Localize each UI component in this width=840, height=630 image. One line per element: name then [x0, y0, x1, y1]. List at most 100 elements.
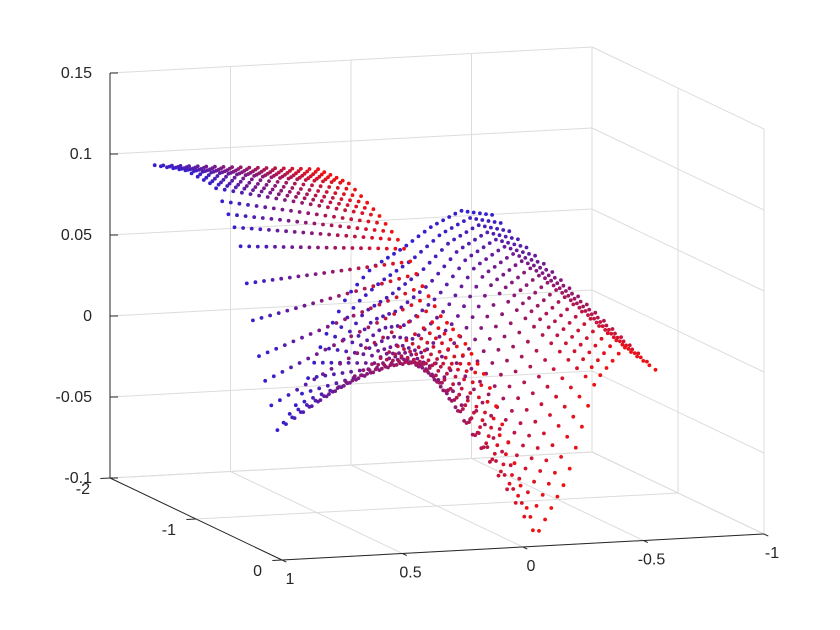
data-point: [519, 501, 524, 505]
data-point: [313, 272, 318, 276]
data-point: [226, 212, 231, 217]
data-point: [462, 219, 466, 224]
data-point: [248, 192, 253, 197]
data-point: [507, 384, 512, 389]
data-point: [614, 338, 619, 343]
data-point: [505, 487, 509, 492]
data-point: [436, 369, 441, 373]
data-point: [438, 290, 443, 295]
data-point: [491, 436, 496, 440]
data-point: [307, 245, 312, 250]
data-point: [361, 275, 366, 280]
data-point: [415, 356, 420, 361]
data-point: [403, 360, 408, 365]
data-point: [305, 192, 309, 197]
data-point: [549, 278, 553, 283]
data-point: [241, 176, 246, 181]
data-point: [566, 293, 571, 298]
data-point: [273, 244, 277, 249]
data-point: [440, 354, 444, 359]
data-point: [532, 479, 536, 484]
data-point: [420, 308, 425, 313]
data-point: [302, 303, 307, 308]
data-point: [605, 331, 610, 336]
data-point: [451, 382, 455, 387]
data-point: [372, 303, 377, 308]
data-point: [380, 281, 384, 286]
axis-layer: [100, 72, 769, 563]
data-point: [523, 466, 528, 471]
data-point: [357, 218, 362, 223]
data-point: [275, 180, 280, 184]
data-point: [289, 208, 293, 213]
data-point: [432, 304, 437, 309]
data-point: [316, 245, 320, 250]
data-point: [540, 333, 545, 337]
data-point: [483, 293, 487, 298]
data-point: [543, 358, 547, 362]
data-point: [359, 343, 363, 348]
data-point: [264, 183, 269, 187]
data-point: [413, 348, 417, 353]
z-tick-label: 0.05: [61, 227, 92, 244]
data-point: [386, 299, 390, 303]
data-point: [508, 246, 513, 251]
data-point: [510, 473, 514, 477]
data-point: [484, 441, 489, 446]
data-point: [311, 197, 316, 202]
data-point: [470, 315, 475, 319]
data-point: [479, 233, 483, 238]
data-point: [365, 265, 370, 270]
data-point: [350, 246, 355, 250]
data-point: [456, 367, 460, 372]
data-point: [548, 413, 552, 417]
data-point: [527, 296, 531, 300]
data-point: [593, 343, 598, 348]
data-point: [480, 418, 485, 423]
data-point: [251, 318, 255, 323]
data-point: [482, 224, 487, 229]
data-point: [247, 180, 252, 185]
data-point: [246, 203, 250, 207]
data-point: [397, 359, 401, 364]
x-tick-label: -0.5: [638, 552, 666, 569]
data-point: [210, 179, 215, 184]
data-point: [300, 201, 304, 205]
data-point: [577, 394, 582, 399]
data-point: [549, 506, 554, 510]
data-point: [535, 446, 540, 450]
tick-labels: -1 -0.5 0 0.5 1 -2 -1 0 -0.1 -0.05 0 0.05 0.1 0.15: [56, 65, 780, 588]
data-point: [519, 259, 524, 264]
data-point: [511, 344, 515, 349]
data-point: [561, 327, 566, 331]
data-point: [524, 245, 529, 250]
data-point: [425, 369, 430, 373]
data-point: [343, 298, 347, 303]
data-point: [538, 317, 542, 322]
data-point: [213, 164, 217, 169]
data-point: [367, 346, 372, 350]
data-point: [306, 376, 310, 380]
data-point: [568, 298, 573, 303]
data-point: [427, 366, 432, 370]
data-point: [325, 324, 330, 329]
data-point: [351, 306, 356, 310]
data-point: [512, 293, 517, 298]
data-point: [488, 386, 492, 390]
data-point: [588, 316, 593, 321]
data-point: [557, 349, 562, 354]
data-point: [286, 218, 291, 223]
data-point: [517, 330, 522, 335]
data-point: [469, 366, 474, 371]
data-point: [328, 296, 333, 301]
data-point: [285, 193, 290, 198]
data-point: [635, 354, 639, 359]
data-point: [270, 187, 275, 192]
data-point: [580, 424, 584, 429]
data-point: [411, 288, 416, 292]
data-point: [619, 335, 623, 339]
data-point: [447, 396, 452, 401]
data-point: [533, 290, 538, 295]
data-point: [350, 193, 355, 198]
data-point: [289, 365, 293, 370]
